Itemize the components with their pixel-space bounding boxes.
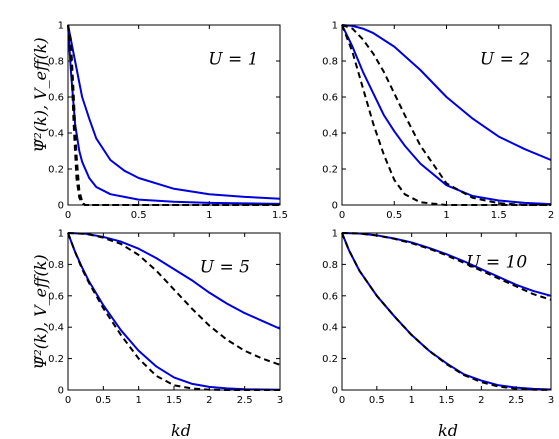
series-line-dashed-2	[341, 232, 552, 301]
x-tick-label: 0.5	[369, 395, 385, 406]
series-line-dashed-4	[341, 232, 552, 391]
x-tick-label: 2.5	[237, 395, 253, 406]
x-axis-label-left: kd	[171, 421, 191, 439]
x-tick-label: 0	[339, 395, 345, 406]
y-tick-label: 0.4	[322, 129, 338, 140]
y-tick-label: 0.8	[322, 260, 338, 271]
plot-frame	[67, 232, 281, 391]
series-line-solid-1	[67, 232, 281, 330]
series-line-solid-1	[341, 24, 552, 161]
annotation-label: U = 2	[480, 50, 530, 70]
y-tick-label: 0.6	[48, 93, 64, 104]
x-tick-label: 2	[206, 395, 212, 406]
y-tick-label: 0	[58, 386, 64, 397]
panel-1: 0 0.5 1 1.5 0 0.2 0.4 0.6 0.8 1 U = 1	[48, 21, 288, 222]
x-tick-label: 0.5	[131, 210, 147, 221]
y-tick-label: 0.8	[48, 57, 64, 68]
y-tick-label: 0	[332, 201, 338, 212]
plot-frame	[341, 24, 552, 206]
series-line-dashed-3	[341, 24, 551, 206]
y-tick-label: 0	[58, 201, 64, 212]
x-tick-label: 1.5	[491, 210, 507, 221]
y-tick-label: 1	[58, 21, 64, 32]
plot-frame	[341, 232, 552, 391]
plot-frame	[67, 24, 281, 206]
annotation-label: U = 5	[200, 257, 250, 277]
panel-4: 0 0.5 1 1.5 2 2.5 3 0 0.2 0.4 0.6 0.8 1 U = 10	[322, 229, 554, 407]
series-line-solid-1	[67, 24, 281, 200]
x-tick-label: 0	[65, 210, 71, 221]
x-tick-label: 2	[478, 395, 484, 406]
x-tick-label: 0.5	[386, 210, 402, 221]
y-tick-label: 0.2	[322, 354, 338, 365]
y-tick-label: 0.2	[322, 165, 338, 176]
series-line-solid-3	[341, 232, 552, 391]
panel-2: 0 0.5 1 1.5 2 0 0.2 0.4 0.6 0.8 1 U = 2	[322, 21, 554, 222]
left-y-axis-label-bottom: Ψ̃²(k), V_eff(k)	[31, 254, 50, 369]
x-tick-label: 2	[548, 210, 554, 221]
y-tick-label: 1	[332, 21, 338, 32]
y-tick-label: 0	[332, 386, 338, 397]
y-tick-label: 0.8	[48, 260, 64, 271]
x-tick-label: 1.5	[272, 210, 288, 221]
x-tick-label: 0.5	[95, 395, 111, 406]
x-tick-label: 1.5	[439, 395, 455, 406]
x-tick-label: 1	[443, 210, 449, 221]
y-tick-label: 0.8	[322, 57, 338, 68]
x-tick-label: 1	[206, 210, 212, 221]
y-tick-label: 1	[58, 229, 64, 240]
x-tick-label: 3	[277, 395, 283, 406]
annotation-label: U = 1	[208, 50, 258, 70]
x-tick-label: 1	[408, 395, 414, 406]
y-tick-label: 0.6	[48, 291, 64, 302]
x-tick-label: 1.5	[166, 395, 182, 406]
x-tick-label: 0	[339, 210, 345, 221]
annotation-label: U = 10	[466, 253, 527, 273]
y-tick-label: 0.2	[48, 354, 64, 365]
x-tick-label: 2.5	[508, 395, 524, 406]
y-tick-label: 0.6	[322, 291, 338, 302]
y-tick-label: 0.6	[322, 93, 338, 104]
y-tick-label: 0.4	[48, 323, 64, 334]
y-tick-label: 0.4	[322, 323, 338, 334]
x-axis-label-right: kd	[438, 421, 458, 439]
x-tick-label: 1	[135, 395, 141, 406]
x-tick-label: 0	[65, 395, 71, 406]
series-line-dashed-2	[67, 232, 281, 366]
y-tick-label: 0.4	[48, 129, 64, 140]
y-tick-label: 0.2	[48, 165, 64, 176]
panel-3: 0 0.5 1 1.5 2 2.5 3 0 0.2 0.4 0.6 0.8 1 U = 5	[48, 229, 283, 407]
x-tick-label: 3	[548, 395, 554, 406]
series-line-solid-2	[341, 24, 552, 206]
y-tick-label: 1	[332, 229, 338, 240]
left-y-axis-label-top: Ψ̃²(k), V_eff(k)	[31, 37, 50, 152]
